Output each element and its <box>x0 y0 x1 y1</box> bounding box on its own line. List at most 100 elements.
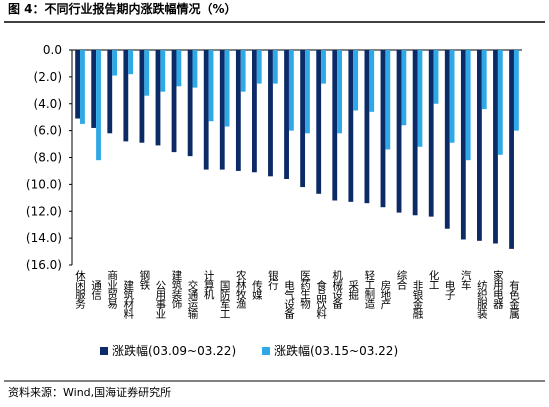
x-tick-label: 汽车 <box>460 269 472 291</box>
bar <box>139 50 145 143</box>
bar <box>144 50 150 96</box>
legend-label: 涨跌幅(03.15~03.22) <box>274 343 398 358</box>
bar <box>75 50 81 119</box>
bar <box>208 50 214 122</box>
x-tick-label: 银行 <box>267 269 279 291</box>
bar <box>272 50 278 84</box>
source-note: 资料来源：Wind,国海证券研究所 <box>8 385 171 399</box>
bar <box>219 50 225 170</box>
bar <box>493 50 498 244</box>
bar <box>412 50 418 216</box>
bar <box>481 50 487 110</box>
x-tick-label: 化工 <box>428 269 440 289</box>
bar <box>91 50 97 128</box>
bar <box>171 50 177 153</box>
y-tick-label: (12.0) <box>26 204 62 218</box>
bar <box>187 50 193 157</box>
x-tick-label: 电子 <box>444 279 456 300</box>
bar <box>128 50 134 75</box>
x-tick-label: 机械设备 <box>331 269 343 310</box>
y-tick-label: (4.0) <box>34 97 62 111</box>
bar <box>364 50 370 204</box>
x-tick-label: 食品饮料 <box>315 279 327 320</box>
bar <box>256 50 262 84</box>
bar <box>348 50 354 202</box>
bar <box>240 50 246 92</box>
bar <box>401 50 407 126</box>
bar <box>433 50 439 104</box>
chart-title: 图 4：不同行业报告期内涨跌幅情况（%） <box>8 1 237 16</box>
bar <box>300 50 306 188</box>
bar <box>107 50 113 134</box>
bar <box>332 50 338 201</box>
bar <box>337 50 342 134</box>
bar <box>321 50 326 84</box>
bar <box>235 50 241 171</box>
y-tick-label: (14.0) <box>26 231 62 245</box>
bar <box>112 50 117 76</box>
bar <box>224 50 230 127</box>
y-tick-label: (10.0) <box>26 177 62 191</box>
y-tick-label: (2.0) <box>34 70 62 84</box>
x-tick-label: 建筑装饰 <box>170 269 182 310</box>
x-tick-label: 计算机 <box>203 269 215 300</box>
bar <box>385 50 391 150</box>
bar <box>449 50 455 143</box>
x-tick-label: 医药生物 <box>299 270 311 310</box>
y-tick-label: 0.0 <box>43 43 62 57</box>
x-tick-label: 家用电器 <box>492 269 504 310</box>
legend-label: 涨跌幅(03.09~03.22) <box>112 343 236 358</box>
x-tick-label: 采掘 <box>347 280 359 301</box>
x-tick-label: 交通运输 <box>187 279 199 320</box>
legend-swatch <box>100 347 108 355</box>
bar <box>428 50 434 217</box>
bar <box>288 50 294 131</box>
bar <box>380 50 386 208</box>
bar <box>123 50 129 142</box>
x-tick-label: 非银金融 <box>412 280 424 320</box>
x-tick-label: 通信 <box>90 280 102 301</box>
x-tick-label: 休闲服务 <box>74 270 86 310</box>
x-tick-label: 商业贸易 <box>106 269 118 310</box>
bar <box>252 50 257 173</box>
bar <box>369 50 375 112</box>
bar <box>396 50 402 213</box>
bar <box>465 50 471 161</box>
x-tick-label: 公用事业 <box>154 280 166 319</box>
x-tick-label: 有色金属 <box>508 279 520 320</box>
bar <box>497 50 503 155</box>
bar <box>96 50 101 161</box>
x-tick-label: 纺织服装 <box>476 279 488 320</box>
x-tick-label: 综合 <box>395 269 407 291</box>
bar <box>477 50 482 241</box>
legend-swatch <box>262 347 270 355</box>
bar <box>155 50 161 146</box>
bar <box>203 50 209 170</box>
bar <box>192 50 198 88</box>
bar <box>316 50 322 194</box>
x-tick-label: 建筑材料 <box>122 279 134 320</box>
bar <box>444 50 450 229</box>
bar <box>305 50 310 134</box>
bar <box>460 50 466 240</box>
bar <box>417 50 423 147</box>
bar <box>176 50 182 87</box>
x-tick-label: 房地产 <box>379 279 391 310</box>
x-tick-label: 农林牧渔 <box>235 269 247 310</box>
bar <box>513 50 519 131</box>
y-tick-label: (16.0) <box>26 258 62 272</box>
x-tick-label: 电气设备 <box>283 279 295 320</box>
y-tick-label: (8.0) <box>34 151 62 165</box>
x-tick-label: 轻工制造 <box>363 269 375 309</box>
x-tick-label: 传媒 <box>251 280 263 301</box>
x-tick-label: 国防军工 <box>219 280 231 318</box>
bar <box>160 50 166 92</box>
bar <box>80 50 85 124</box>
bar <box>268 50 273 177</box>
y-tick-label: (6.0) <box>34 124 62 138</box>
bar <box>353 50 359 111</box>
bar <box>509 50 514 249</box>
bar <box>284 50 289 179</box>
x-tick-label: 钢铁 <box>138 269 150 291</box>
